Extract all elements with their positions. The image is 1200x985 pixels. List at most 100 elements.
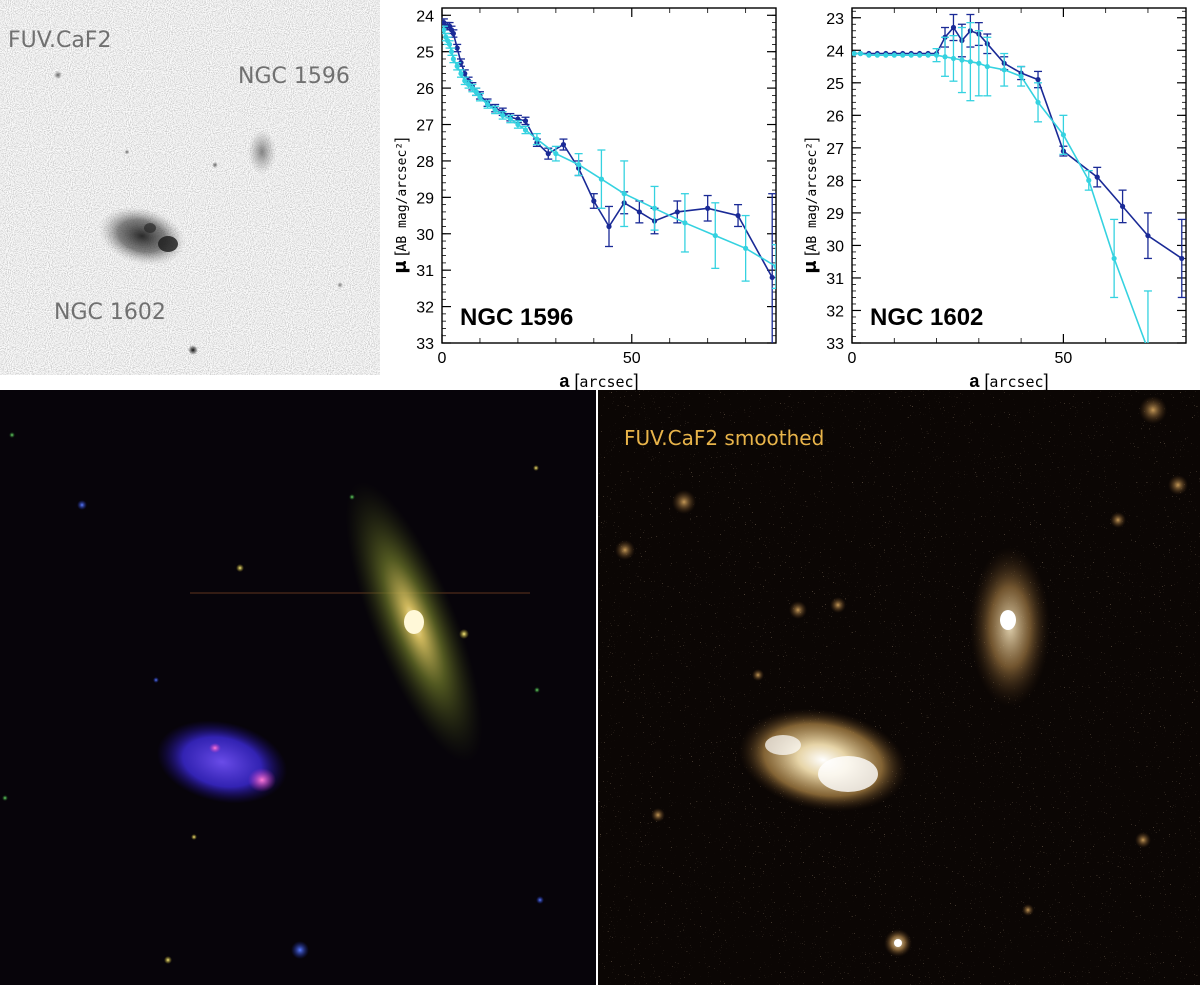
y-tick-label: 28	[416, 154, 434, 171]
light-profile-point	[1035, 99, 1041, 105]
x-axis-unit: arcsec	[579, 373, 633, 391]
y-tick-label: 25	[826, 76, 844, 93]
light-profile-point	[1086, 177, 1092, 183]
profile-plot-ngc1602: 23 24 25 26 27 28 29 30 31 32 33 0 50 a [arcsec] μ [AB…	[790, 0, 1200, 391]
dark-profile-point	[769, 274, 775, 281]
light-profile-point	[976, 60, 982, 66]
y-tick-label: 30	[826, 238, 844, 255]
y-tick-label: 32	[416, 300, 434, 317]
y-axis-bracket-open: [	[393, 251, 410, 260]
y-tick-label: 29	[826, 206, 844, 223]
y-tick-label: 33	[416, 336, 434, 353]
plot-data-group	[442, 18, 776, 343]
y-axis-symbol: μ	[800, 260, 821, 273]
dark-profile-point	[705, 205, 711, 211]
y-axis-bracket-open: [	[803, 251, 820, 260]
x-axis-label: a [arcsec]	[969, 371, 1048, 391]
light-profile-point	[883, 52, 889, 58]
light-profile-point	[866, 52, 872, 58]
x-tick-label: 0	[848, 350, 857, 367]
dark-profile-point	[1035, 76, 1041, 83]
light-profile-point	[908, 52, 914, 58]
light-profile-point	[651, 205, 658, 211]
fuv-grayscale-image: FUV.CaF2 NGC 1596 NGC 1602	[0, 0, 380, 375]
light-profile-point	[773, 263, 776, 270]
light-profile-point	[933, 52, 940, 58]
dark-profile-point	[950, 24, 957, 31]
x-axis-symbol: a	[559, 371, 570, 391]
light-profile-point	[874, 52, 880, 58]
dark-profile-point	[450, 30, 456, 37]
y-tick-label: 26	[826, 108, 844, 125]
x-tick-label: 0	[438, 350, 447, 367]
y-tick-label: 32	[826, 303, 844, 320]
light-profile-point	[1001, 67, 1007, 73]
light-profile-point	[492, 107, 498, 113]
dark-profile-point	[606, 223, 612, 230]
x-axis-unit: arcsec	[989, 373, 1043, 391]
galaxy-label-ngc1596: NGC 1596	[238, 64, 350, 89]
light-profile-point	[743, 245, 749, 251]
light-profile-point	[484, 101, 491, 108]
y-axis-unit: AB mag/arcsec²	[395, 142, 410, 252]
light-profile-point	[477, 94, 483, 100]
y-tick-label: 24	[416, 8, 434, 25]
dark-profile-point	[545, 151, 551, 157]
plot-frame	[851, 7, 1187, 344]
y-tick-label: 30	[416, 227, 434, 244]
x-axis-bracket-close: ]	[634, 371, 639, 391]
light-profile-point	[1111, 255, 1117, 262]
light-profile-point	[917, 52, 923, 58]
light-profile-point	[891, 52, 897, 58]
fuv-grayscale-art	[0, 0, 380, 375]
fuv-smoothed-image: FUV.CaF2 smoothed	[598, 390, 1200, 985]
y-axis-bracket-close: ]	[393, 137, 410, 141]
y-axis-symbol: μ	[390, 260, 411, 273]
light-profile-point	[900, 52, 906, 58]
y-tick-label: 31	[826, 271, 844, 288]
dark-profile-point	[462, 70, 468, 77]
dark-profile-point	[636, 209, 642, 215]
dark-profile-point	[1145, 233, 1151, 239]
dark-profile-point	[735, 212, 741, 219]
plot-frame	[441, 7, 777, 344]
light-profile-point	[448, 49, 455, 55]
y-axis-bracket-close: ]	[803, 137, 820, 141]
light-profile-point	[576, 161, 582, 168]
dark-profile-point	[1094, 174, 1100, 180]
y-tick-label: 33	[826, 336, 844, 353]
y-tick-label: 29	[416, 190, 434, 207]
light-profile-point	[515, 121, 521, 128]
y-tick-label: 24	[826, 43, 844, 60]
light-profile-point	[500, 112, 506, 119]
x-axis-symbol: a	[969, 371, 980, 391]
light-profile-point	[682, 220, 688, 226]
light-profile-point	[1060, 132, 1066, 138]
dark-profile-point	[1179, 255, 1185, 262]
fuv-smoothed-art	[598, 390, 1200, 985]
light-profile-point	[454, 63, 460, 69]
light-profile-point	[534, 136, 540, 142]
y-axis-unit: AB mag/arcsec²	[805, 142, 820, 252]
light-profile-line	[443, 29, 776, 268]
light-profile-point	[553, 151, 559, 157]
light-profile-point	[1145, 347, 1150, 352]
dark-profile-point	[454, 45, 460, 51]
light-profile-point	[450, 56, 456, 62]
x-tick-label: 50	[623, 350, 641, 367]
y-tick-label: 28	[826, 173, 844, 190]
light-profile-point	[621, 191, 627, 197]
dark-profile-point	[1119, 203, 1126, 209]
y-tick-label: 31	[416, 263, 434, 280]
dark-profile-point	[522, 118, 529, 124]
light-profile-point	[950, 55, 957, 62]
x-axis-label: a [arcsec]	[559, 371, 638, 391]
rgb-composite-image	[0, 390, 596, 985]
x-axis-bracket-close: ]	[1044, 371, 1049, 391]
light-profile-point	[925, 52, 931, 58]
light-profile-point	[967, 59, 973, 65]
x-tick-label: 50	[1054, 350, 1072, 367]
y-tick-label: 23	[826, 11, 844, 28]
